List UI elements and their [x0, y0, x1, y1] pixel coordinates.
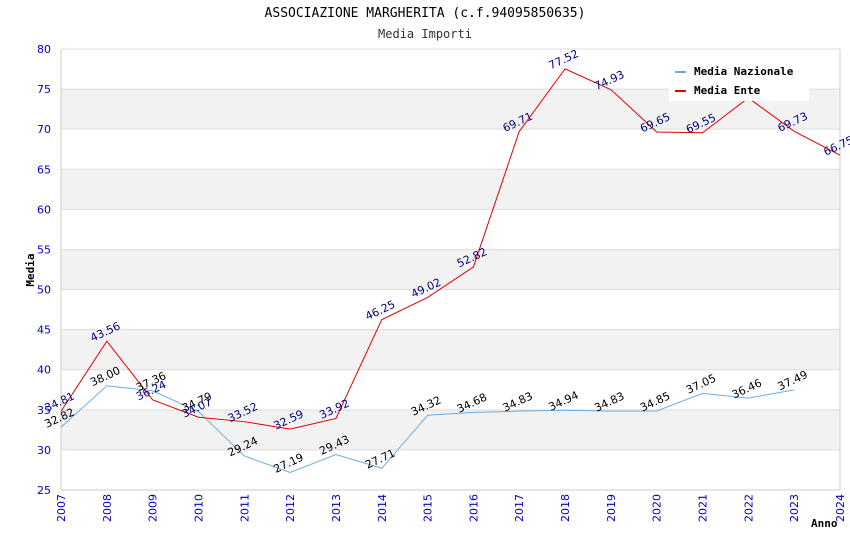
series-line-media-ente: [60, 68, 841, 430]
x-tick-label: 2007: [55, 494, 68, 522]
x-tick-label: 2012: [284, 494, 297, 522]
data-label: 37.05: [684, 372, 718, 397]
axes: [60, 49, 841, 491]
x-tick-label: 2015: [422, 494, 435, 522]
background-band: [61, 329, 840, 370]
x-tick-label: 2021: [697, 494, 710, 522]
x-tick-label: 2013: [330, 494, 343, 522]
legend-box: [669, 61, 809, 101]
y-tick-label: 70: [37, 123, 51, 136]
chart-title: ASSOCIAZIONE MARGHERITA (c.f.94095850635…: [264, 6, 586, 21]
x-tick-label: 2023: [788, 494, 801, 522]
y-tick-label: 80: [37, 43, 51, 56]
y-tick-label: 35: [37, 404, 51, 417]
series-lines: [60, 68, 841, 473]
y-tick-label: 25: [37, 484, 51, 497]
background-band: [61, 169, 840, 210]
x-tick-labels: 2007 2008 2009 2010 2011 2012 2013 2014 2015 2016…: [55, 494, 847, 522]
y-axis-title: Media: [24, 253, 37, 286]
chart-subtitle: Media Importi: [378, 27, 472, 41]
y-tick-label: 40: [37, 364, 51, 377]
x-tick-label: 2010: [192, 494, 205, 522]
legend-label: Media Nazionale: [694, 65, 794, 78]
x-tick-label: 2020: [651, 494, 664, 522]
data-label: 37.49: [776, 368, 810, 393]
grid-lines: [61, 48, 840, 491]
y-tick-label: 75: [37, 83, 51, 96]
data-label: 46.25: [363, 298, 397, 323]
background-band: [61, 249, 840, 290]
data-label: 77.52: [547, 47, 581, 72]
data-label: 66.75: [821, 134, 850, 159]
x-axis-title: Anno: [811, 517, 838, 530]
x-tick-label: 2011: [238, 494, 251, 522]
y-tick-label: 30: [37, 444, 51, 457]
y-tick-label: 65: [37, 163, 51, 176]
x-tick-label: 2008: [101, 494, 114, 522]
x-tick-label: 2022: [742, 494, 755, 522]
background-band: [61, 409, 840, 450]
x-tick-label: 2018: [559, 494, 572, 522]
x-tick-label: 2009: [147, 494, 160, 522]
y-tick-label: 60: [37, 203, 51, 216]
y-tick-labels: 25 30 35 40 45 50 55 60 65 70 75 80: [37, 43, 51, 497]
legend: Media Nazionale Media Ente: [669, 61, 809, 101]
x-tick-label: 2017: [513, 494, 526, 522]
y-tick-label: 55: [37, 243, 51, 256]
x-tick-label: 2019: [605, 494, 618, 522]
y-tick-label: 45: [37, 324, 51, 337]
legend-label: Media Ente: [694, 84, 761, 97]
x-tick-label: 2024: [834, 494, 847, 522]
y-tick-label: 50: [37, 284, 51, 297]
x-tick-label: 2016: [467, 494, 480, 522]
x-tick-label: 2014: [376, 494, 389, 522]
